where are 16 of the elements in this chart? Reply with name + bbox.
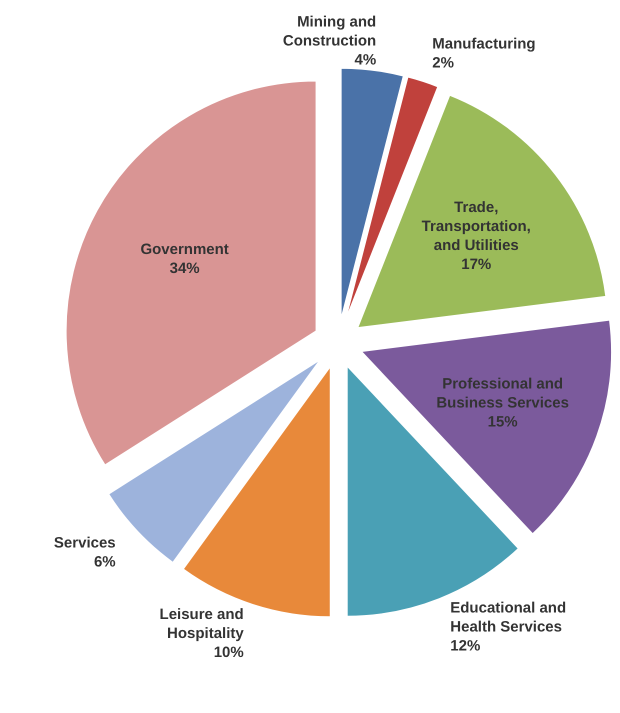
data-label: 2% bbox=[432, 54, 454, 72]
slice-label: Leisure and Hospitality bbox=[160, 606, 244, 642]
data-label: 34% bbox=[170, 260, 200, 278]
slice-label: Mining and Construction bbox=[282, 13, 376, 50]
slice-label: Manufacturing bbox=[432, 35, 536, 52]
slice-label: Professional and Business Services bbox=[436, 375, 569, 412]
slice-label: Trade, Transportation, and Utilities bbox=[422, 199, 531, 254]
slice-label: Services bbox=[54, 534, 116, 552]
slice-label: Educational and Health Services bbox=[450, 600, 566, 636]
data-label: 15% bbox=[488, 413, 518, 430]
data-label: 4% bbox=[354, 51, 376, 68]
data-label: 6% bbox=[94, 553, 116, 570]
data-label: 17% bbox=[461, 256, 492, 274]
data-label: 10% bbox=[214, 644, 244, 662]
data-label: 12% bbox=[450, 638, 480, 655]
slice-label: Government bbox=[140, 241, 229, 258]
